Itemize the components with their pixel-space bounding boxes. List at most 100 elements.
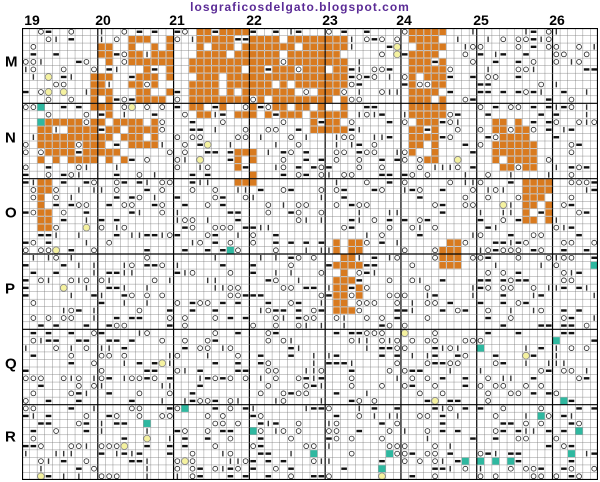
teal-one-symbol bbox=[477, 344, 485, 352]
dash-symbol bbox=[439, 136, 446, 139]
dash-symbol bbox=[311, 166, 317, 169]
dash-symbol bbox=[341, 188, 347, 192]
orange-square-symbol bbox=[409, 58, 416, 66]
dash-symbol bbox=[212, 407, 219, 410]
orange-square-symbol bbox=[340, 58, 348, 66]
orange-square-symbol bbox=[454, 239, 462, 246]
bar-symbol bbox=[32, 74, 35, 80]
teal-one-symbol bbox=[590, 261, 598, 269]
dash-symbol bbox=[23, 369, 29, 372]
circle-symbol bbox=[523, 420, 529, 427]
circle-symbol bbox=[561, 270, 567, 276]
orange-square-symbol bbox=[431, 36, 439, 43]
dash-symbol bbox=[386, 136, 393, 139]
dash-symbol bbox=[23, 241, 29, 244]
circle-symbol bbox=[235, 352, 241, 359]
dash-symbol bbox=[174, 30, 181, 33]
dash-symbol bbox=[98, 331, 105, 335]
circle-symbol bbox=[348, 435, 355, 442]
circle-symbol bbox=[515, 36, 522, 43]
dash-symbol bbox=[318, 120, 325, 124]
circle-symbol bbox=[38, 277, 44, 284]
dash-symbol bbox=[417, 369, 423, 372]
orange-square-symbol bbox=[416, 88, 424, 96]
circle-symbol bbox=[242, 375, 249, 382]
orange-square-symbol bbox=[424, 103, 431, 111]
circle-symbol bbox=[45, 36, 52, 43]
orange-square-symbol bbox=[227, 88, 234, 96]
orange-square-symbol bbox=[37, 201, 45, 209]
orange-square-symbol bbox=[136, 58, 143, 66]
dash-symbol bbox=[508, 422, 514, 425]
orange-square-symbol bbox=[424, 43, 431, 51]
circle-symbol bbox=[98, 375, 105, 382]
bar-symbol bbox=[214, 285, 216, 291]
teal-one-symbol bbox=[37, 118, 45, 126]
dash-symbol bbox=[98, 128, 105, 131]
teal-one-symbol bbox=[507, 457, 515, 465]
circle-symbol bbox=[174, 465, 181, 472]
dash-symbol bbox=[280, 151, 287, 154]
dash-symbol bbox=[379, 422, 385, 425]
bar-symbol bbox=[275, 164, 277, 171]
circle-symbol bbox=[364, 111, 370, 118]
orange-square-symbol bbox=[136, 118, 143, 126]
dash-symbol bbox=[591, 68, 597, 71]
orange-square-symbol bbox=[249, 81, 257, 88]
dash-symbol bbox=[257, 437, 264, 440]
circle-symbol bbox=[98, 352, 105, 359]
orange-square-symbol bbox=[242, 81, 249, 88]
circle-symbol bbox=[227, 450, 234, 457]
circle-symbol bbox=[439, 390, 446, 397]
dash-symbol bbox=[348, 68, 355, 71]
bar-symbol bbox=[358, 111, 360, 118]
circle-symbol bbox=[356, 413, 363, 419]
dash-symbol bbox=[212, 339, 219, 342]
dash-symbol bbox=[318, 377, 325, 380]
orange-square-symbol bbox=[98, 141, 105, 149]
orange-square-symbol bbox=[302, 66, 310, 73]
orange-square-symbol bbox=[98, 43, 105, 51]
orange-square-symbol bbox=[280, 73, 287, 81]
dash-symbol bbox=[250, 467, 256, 470]
bar-symbol bbox=[555, 164, 558, 171]
dash-symbol bbox=[591, 188, 597, 192]
circle-symbol bbox=[280, 390, 287, 397]
bar-symbol bbox=[548, 285, 550, 291]
yellow-circle-symbol bbox=[44, 88, 53, 96]
orange-square-symbol bbox=[249, 73, 257, 81]
circle-symbol bbox=[76, 141, 82, 148]
dash-symbol bbox=[424, 128, 431, 131]
circle-symbol bbox=[30, 104, 37, 110]
circle-symbol bbox=[121, 322, 128, 329]
dash-symbol bbox=[38, 233, 44, 237]
dash-symbol bbox=[227, 211, 234, 214]
circle-symbol bbox=[386, 367, 393, 374]
circle-symbol bbox=[523, 89, 529, 95]
orange-square-symbol bbox=[522, 194, 530, 201]
circle-symbol bbox=[454, 307, 461, 314]
dash-symbol bbox=[83, 422, 90, 425]
yellow-circle-symbol bbox=[37, 472, 45, 480]
dash-symbol bbox=[576, 309, 582, 312]
dash-symbol bbox=[227, 158, 234, 162]
bar-symbol bbox=[457, 36, 459, 43]
orange-square-symbol bbox=[409, 141, 416, 149]
orange-square-symbol bbox=[302, 43, 310, 51]
dash-symbol bbox=[333, 331, 340, 335]
circle-symbol bbox=[401, 74, 408, 80]
dash-symbol bbox=[364, 105, 370, 109]
circle-symbol bbox=[288, 134, 294, 141]
circle-symbol bbox=[515, 164, 522, 171]
bar-symbol bbox=[108, 81, 110, 88]
orange-square-symbol bbox=[67, 149, 75, 156]
bar-symbol bbox=[479, 209, 482, 216]
dash-symbol bbox=[500, 362, 507, 365]
circle-symbol bbox=[182, 111, 188, 118]
orange-square-symbol bbox=[431, 103, 439, 111]
dash-symbol bbox=[530, 354, 537, 357]
dash-symbol bbox=[121, 452, 128, 455]
orange-square-symbol bbox=[249, 156, 257, 164]
dash-symbol bbox=[386, 45, 393, 49]
circle-symbol bbox=[220, 420, 226, 427]
